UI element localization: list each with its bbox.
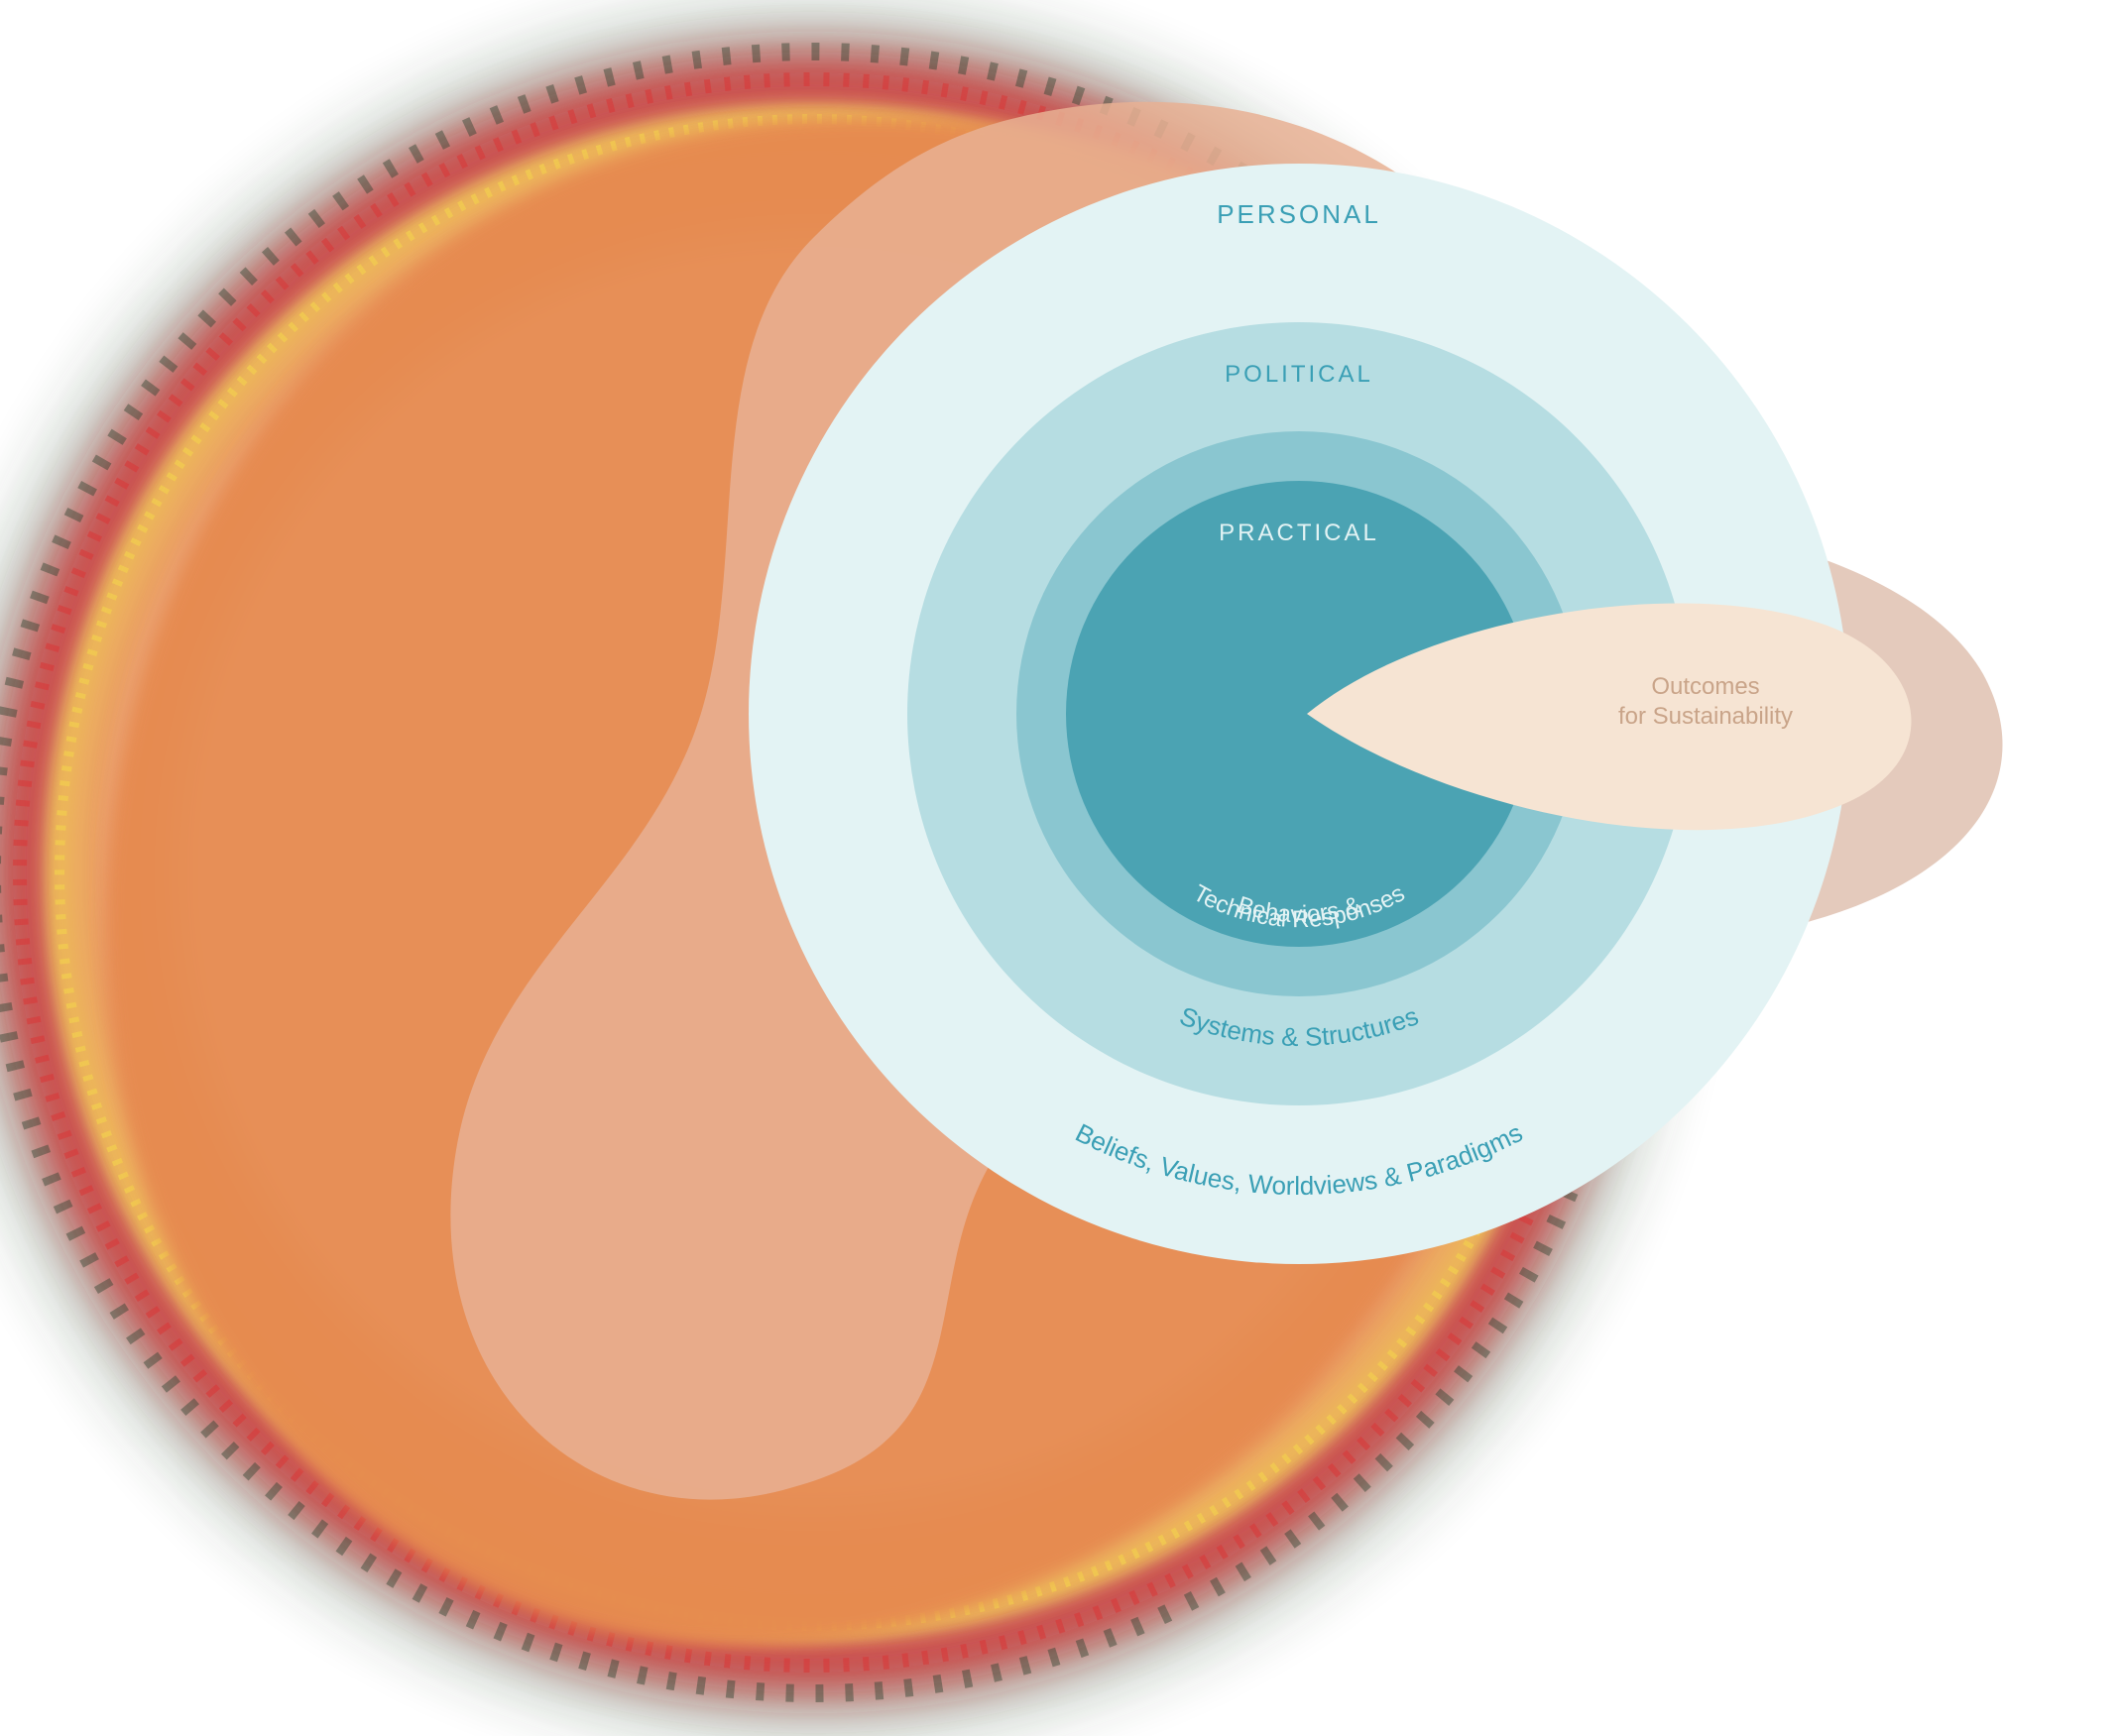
- label-personal: PERSONAL: [1217, 199, 1381, 229]
- diagram-stage: PERSONAL POLITICAL PRACTICAL Beliefs, Va…: [0, 0, 2123, 1736]
- label-outcomes-1: Outcomes: [1651, 673, 1759, 700]
- label-outcomes-2: for Sustainability: [1618, 703, 1793, 730]
- label-practical: PRACTICAL: [1219, 520, 1379, 546]
- label-political: POLITICAL: [1225, 361, 1373, 388]
- diagram-svg: PERSONAL POLITICAL PRACTICAL Beliefs, Va…: [0, 0, 2123, 1736]
